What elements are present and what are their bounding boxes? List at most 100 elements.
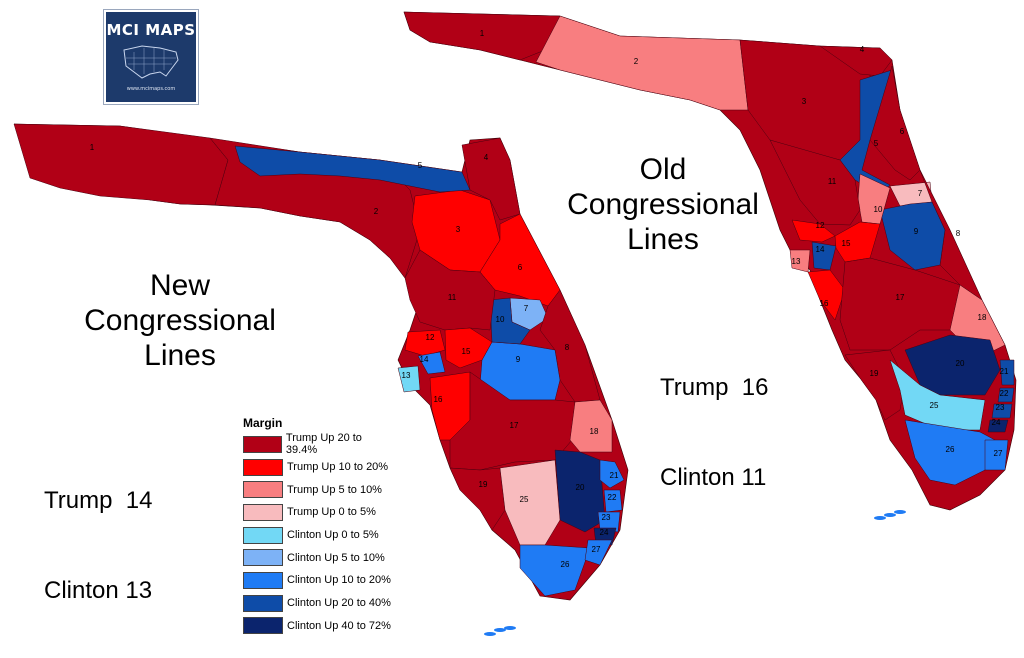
district-11 (404, 249, 496, 331)
title-line: Old (639, 153, 687, 186)
legend-item: Trump Up 10 to 20% (243, 456, 393, 479)
district-label: 5 (418, 161, 423, 170)
district-label: 21 (1000, 367, 1009, 376)
district-label: 12 (816, 221, 825, 230)
district-label: 15 (462, 347, 471, 356)
legend-item: Clinton Up 40 to 72% (243, 615, 393, 638)
legend-swatch (243, 481, 283, 499)
legend-swatch (243, 458, 283, 476)
district-label: 23 (602, 513, 611, 522)
district-label: 26 (946, 445, 955, 454)
district-label: 23 (996, 403, 1005, 412)
district-15 (444, 327, 493, 369)
usa-map-icon (123, 45, 179, 79)
district-6 (869, 65, 921, 181)
mci-maps-logo: MCI MAPS www.mcimaps.com (106, 12, 196, 102)
district-label: 8 (565, 343, 570, 352)
district-label: 22 (1000, 389, 1009, 398)
legend-label: Clinton Up 10 to 20% (287, 574, 391, 587)
district-16 (807, 269, 846, 321)
legend-item: Trump Up 0 to 5% (243, 501, 393, 524)
district-label: 11 (448, 293, 457, 302)
district-label: 12 (426, 333, 435, 342)
legend-swatch (243, 594, 283, 612)
district-22 (997, 387, 1015, 403)
old-lines-tally: Trump 16 Clinton 11 (660, 313, 768, 523)
district-label: 6 (518, 263, 523, 272)
district-24 (987, 419, 1009, 433)
legend-title: Margin (243, 416, 283, 430)
district-label: 2 (374, 207, 379, 216)
district-21 (599, 459, 625, 489)
florida-keys (494, 628, 506, 632)
new-lines-tally: Trump 14 Clinton 13 (44, 426, 152, 636)
district-26 (519, 544, 591, 597)
legend-item: Clinton Up 0 to 5% (243, 524, 393, 547)
trump-count: Trump 16 (660, 374, 769, 401)
district-label: 11 (828, 177, 837, 186)
district-label: 1 (480, 29, 485, 38)
legend-label: Clinton Up 0 to 5% (287, 529, 379, 542)
district-label: 17 (896, 293, 905, 302)
margin-legend: Margin Trump Up 20 to 39.4% Trump Up 10 t… (243, 416, 393, 637)
district-27 (984, 439, 1009, 471)
district-label: 4 (484, 153, 489, 162)
clinton-count: Clinton 13 (44, 577, 153, 604)
title-line: Congressional (567, 188, 759, 221)
district-label: 26 (561, 560, 570, 569)
district-label: 24 (992, 418, 1001, 427)
legend-swatch (243, 571, 283, 589)
district-label: 9 (914, 227, 919, 236)
district-11 (769, 139, 861, 226)
district-19 (449, 467, 506, 531)
logo-url: www.mcimaps.com (126, 86, 176, 92)
district-label: 27 (994, 449, 1003, 458)
legend-item: Clinton Up 20 to 40% (243, 592, 393, 615)
district-23 (597, 511, 621, 533)
district-label: 3 (802, 97, 807, 106)
district-label: 7 (524, 304, 529, 313)
florida-keys (894, 510, 906, 514)
title-line: New (149, 269, 210, 302)
legend-label: Trump Up 10 to 20% (287, 461, 389, 474)
legend-label: Clinton Up 40 to 72% (287, 619, 391, 632)
legend-swatch (243, 503, 283, 521)
district-13 (397, 365, 421, 393)
legend-label: Clinton Up 5 to 10% (287, 551, 385, 564)
district-label: 24 (600, 528, 609, 537)
district-1 (13, 123, 229, 206)
district-2 (535, 15, 749, 111)
district-5 (234, 145, 471, 193)
district-25 (889, 359, 986, 431)
district-label: 25 (520, 495, 529, 504)
legend-item: Clinton Up 10 to 20% (243, 569, 393, 592)
legend-swatch (243, 549, 283, 567)
district-label: 18 (978, 313, 987, 322)
title-line: Lines (144, 339, 216, 372)
district-18 (569, 399, 613, 453)
district-label: 18 (590, 427, 599, 436)
district-label: 7 (918, 189, 923, 198)
old-lines-title: Old Congressional Lines (548, 152, 778, 257)
old-lines-map: 1234567891011121314151617181920212223242… (403, 11, 1017, 520)
district-21 (999, 359, 1015, 386)
legend-swatch (243, 435, 282, 453)
district-label: 25 (930, 401, 939, 410)
legend-label: Trump Up 5 to 10% (287, 483, 382, 496)
legend-label: Trump Up 20 to 39.4% (285, 432, 362, 457)
district-9 (879, 201, 946, 271)
florida-keys (504, 626, 516, 630)
district-17 (449, 371, 576, 471)
district-label: 1 (90, 143, 95, 152)
district-4 (461, 137, 521, 221)
logo-text: MCI MAPS (106, 21, 196, 39)
district-label: 8 (956, 229, 961, 238)
district-label: 14 (420, 355, 429, 364)
florida-keys (874, 516, 886, 520)
district-6 (479, 213, 561, 307)
district-26 (904, 419, 996, 486)
district-label: 19 (479, 480, 488, 489)
legend-item: Clinton Up 5 to 10% (243, 546, 393, 569)
district-label: 6 (900, 127, 905, 136)
